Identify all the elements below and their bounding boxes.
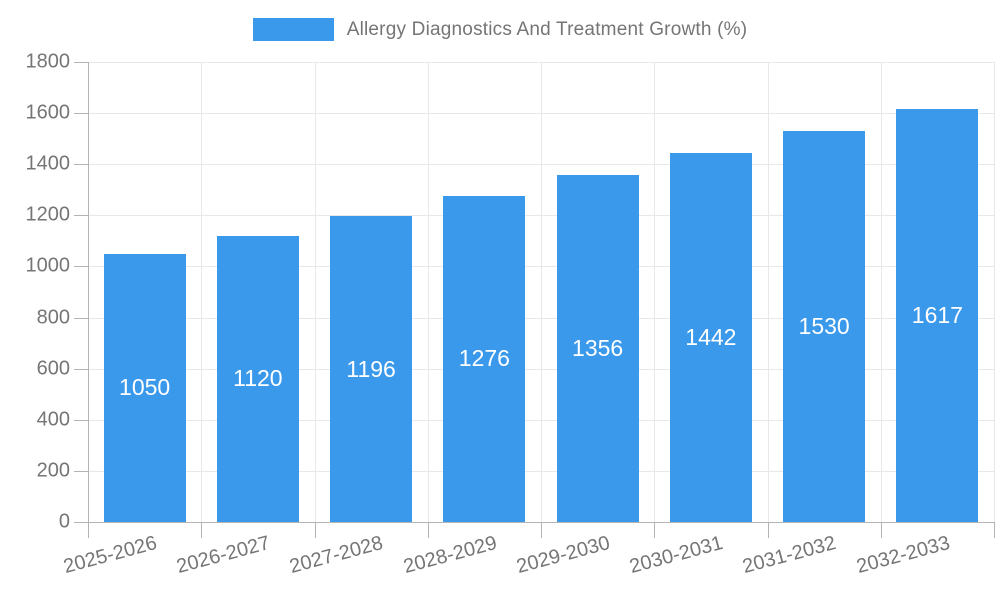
x-axis-tick bbox=[201, 522, 203, 538]
x-axis-tick bbox=[314, 522, 316, 538]
bar: 1617 bbox=[896, 108, 979, 522]
bar-value-label: 1442 bbox=[685, 324, 737, 351]
bar-value-label: 1617 bbox=[911, 301, 963, 328]
y-axis-line bbox=[88, 62, 89, 522]
x-tick-label: 2025-2026 bbox=[61, 532, 160, 579]
bar: 1530 bbox=[783, 131, 866, 522]
x-axis-tick bbox=[541, 522, 542, 538]
x-gridline bbox=[994, 62, 995, 522]
bar: 1050 bbox=[103, 253, 186, 522]
y-tick-label: 0 bbox=[58, 510, 70, 533]
bar-value-label: 1356 bbox=[572, 335, 624, 362]
y-axis-tick bbox=[74, 215, 88, 217]
x-gridline bbox=[767, 62, 769, 522]
legend-label: Allergy Diagnostics And Treatment Growth… bbox=[346, 18, 748, 40]
y-tick-label: 1400 bbox=[25, 152, 71, 175]
bar: 1196 bbox=[330, 216, 413, 522]
bar: 1276 bbox=[443, 195, 526, 522]
y-tick-label: 600 bbox=[36, 357, 70, 380]
x-axis-tick bbox=[654, 522, 656, 538]
y-tick-label: 400 bbox=[36, 408, 70, 431]
x-tick-label: 2028-2029 bbox=[400, 532, 500, 579]
y-tick-label: 1600 bbox=[25, 101, 71, 124]
x-tick-label: 2031-2032 bbox=[740, 532, 839, 579]
x-gridline bbox=[654, 62, 656, 522]
x-tick-label: 2032-2033 bbox=[853, 532, 953, 579]
x-axis-tick bbox=[994, 522, 995, 538]
x-axis-tick bbox=[767, 522, 769, 538]
chart-legend[interactable]: Allergy Diagnostics And Treatment Growth… bbox=[0, 18, 1000, 41]
y-axis-tick bbox=[74, 317, 88, 319]
bar: 1356 bbox=[556, 175, 639, 522]
x-axis-tick bbox=[880, 522, 882, 538]
y-axis-tick bbox=[74, 164, 88, 166]
bar-value-label: 1276 bbox=[458, 345, 510, 372]
x-gridline bbox=[314, 62, 316, 522]
bar: 1120 bbox=[216, 235, 299, 522]
bar-value-label: 1196 bbox=[346, 355, 396, 382]
y-axis-tick bbox=[74, 266, 88, 268]
y-tick-label: 200 bbox=[36, 459, 70, 482]
y-axis-tick bbox=[74, 113, 88, 115]
y-axis-tick bbox=[74, 419, 88, 421]
x-tick-label: 2029-2030 bbox=[514, 532, 613, 579]
x-gridline bbox=[541, 62, 542, 522]
x-tick-label: 2030-2031 bbox=[627, 532, 726, 579]
y-axis-tick bbox=[74, 368, 88, 370]
x-axis-line bbox=[88, 522, 994, 523]
y-tick-label: 1000 bbox=[25, 254, 71, 277]
y-tick-label: 1800 bbox=[25, 50, 71, 73]
x-gridline bbox=[427, 62, 429, 522]
y-tick-label: 800 bbox=[36, 306, 70, 329]
x-tick-label: 2026-2027 bbox=[174, 532, 273, 579]
bar-value-label: 1050 bbox=[119, 374, 171, 401]
x-axis-tick bbox=[427, 522, 429, 538]
legend-swatch bbox=[252, 18, 334, 41]
y-tick-label: 1200 bbox=[25, 203, 71, 226]
x-tick-label: 2027-2028 bbox=[287, 532, 386, 579]
x-gridline bbox=[880, 62, 882, 522]
bar: 1442 bbox=[669, 153, 752, 522]
x-gridline bbox=[201, 62, 203, 522]
x-axis-tick bbox=[88, 522, 89, 538]
bar-value-label: 1120 bbox=[233, 365, 283, 392]
y-axis-tick bbox=[74, 522, 88, 523]
y-axis-tick bbox=[74, 62, 88, 63]
bar-value-label: 1530 bbox=[798, 313, 850, 339]
y-axis-tick bbox=[74, 470, 88, 472]
